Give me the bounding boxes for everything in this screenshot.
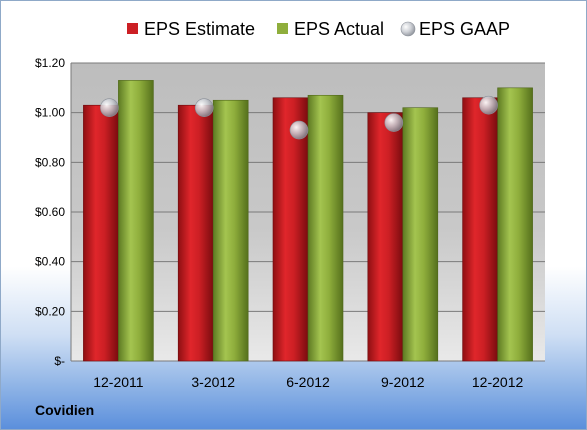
x-tick-label: 12-2011 xyxy=(93,374,144,390)
y-tick-label: $0.80 xyxy=(35,155,65,169)
legend-swatch xyxy=(400,21,416,37)
bars xyxy=(83,80,533,362)
bar-eps-actual xyxy=(497,87,533,362)
y-tick-label: $1.20 xyxy=(35,56,65,70)
x-axis: 12-2011 3-2012 6-2012 9-2012 12-2012 xyxy=(93,374,523,390)
legend: EPS Estimate EPS Actual EPS GAAP xyxy=(127,19,510,39)
point-eps-gaap xyxy=(384,113,404,132)
legend-label: EPS GAAP xyxy=(419,19,510,39)
bar-eps-actual xyxy=(307,94,344,362)
company-label: Covidien xyxy=(35,402,95,418)
bar-eps-estimate xyxy=(462,97,498,362)
bar-eps-estimate xyxy=(367,112,404,362)
bar-eps-estimate xyxy=(177,104,214,362)
point-eps-gaap xyxy=(479,95,498,115)
legend-label: EPS Estimate xyxy=(144,19,255,39)
y-tick-label: $0.60 xyxy=(35,205,65,219)
x-tick-label: 3-2012 xyxy=(191,374,235,390)
legend-label: EPS Actual xyxy=(294,19,384,39)
y-tick-label: $0.20 xyxy=(35,304,65,318)
point-eps-gaap xyxy=(289,120,309,140)
y-tick-label: $1.00 xyxy=(35,106,65,120)
y-tick-label: $0.40 xyxy=(35,255,65,269)
x-tick-label: 6-2012 xyxy=(286,374,330,390)
point-eps-gaap xyxy=(194,98,214,117)
x-tick-label: 12-2012 xyxy=(472,374,524,390)
bar-eps-estimate xyxy=(272,97,309,362)
y-tick-label: $- xyxy=(54,354,65,368)
bar-eps-actual xyxy=(212,99,249,362)
legend-swatch xyxy=(127,23,138,34)
y-axis: $- $0.20 $0.40 $0.60 $0.80 $1.00 $1.20 xyxy=(35,56,72,368)
point-eps-gaap xyxy=(100,98,119,117)
bar-eps-estimate xyxy=(83,104,119,362)
x-tick-label: 9-2012 xyxy=(381,374,425,390)
bar-eps-actual xyxy=(118,80,154,362)
bar-eps-actual xyxy=(402,107,439,362)
legend-swatch xyxy=(277,23,288,34)
